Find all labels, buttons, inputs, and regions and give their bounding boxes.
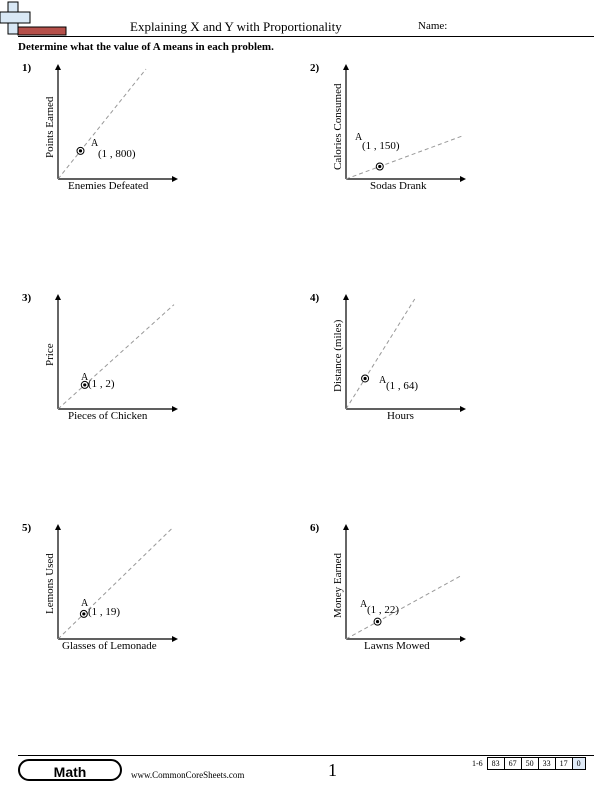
point-name: A	[360, 599, 368, 610]
proportional-graph	[55, 294, 178, 412]
x-axis-label: Sodas Drank	[370, 180, 427, 192]
y-axis-arrow-icon	[55, 64, 61, 70]
point-name: A	[91, 138, 99, 149]
point-coordinates: (1 , 19)	[88, 606, 121, 618]
point-name: A	[379, 375, 387, 386]
point-name: A	[355, 132, 363, 143]
point-a-dot	[375, 620, 380, 624]
score-cell: 0	[571, 757, 586, 770]
score-cell: 33	[537, 757, 556, 770]
footer-divider	[18, 755, 594, 756]
proportional-graph	[343, 294, 466, 412]
proportional-line	[345, 574, 463, 640]
worksheet-title: Explaining X and Y with Proportionality	[130, 19, 342, 34]
page-number: 1	[328, 760, 337, 780]
proportional-graph	[343, 64, 466, 182]
x-axis-arrow-icon	[172, 636, 178, 642]
x-axis-arrow-icon	[172, 176, 178, 182]
problem-number: 1)	[22, 62, 32, 74]
point-name: A	[81, 598, 89, 609]
subject-badge: Math	[18, 759, 122, 781]
y-axis-label: Distance (miles)	[332, 319, 344, 392]
x-axis-arrow-icon	[460, 636, 466, 642]
proportional-line	[345, 298, 416, 410]
problem-4: 4) Distance (miles) Hours A (1 , 64)	[310, 292, 530, 452]
x-axis-label: Pieces of Chicken	[68, 410, 148, 422]
problem-5: 5) Lemons Used Glasses of Lemonade A (1 …	[22, 522, 242, 682]
point-a-dot	[83, 383, 87, 387]
proportional-graph	[55, 64, 178, 182]
y-axis-label: Lemons Used	[44, 553, 56, 614]
point-coordinates: (1 , 2)	[88, 378, 115, 390]
y-axis-label: Calories Consumed	[332, 83, 344, 170]
proportional-graph	[55, 524, 178, 642]
problem-number: 6)	[310, 522, 320, 534]
name-label: Name:	[418, 20, 448, 32]
problem-number: 3)	[22, 292, 32, 304]
y-axis-arrow-icon	[55, 294, 61, 300]
score-cell: 50	[520, 757, 539, 770]
proportional-line	[57, 304, 175, 410]
point-coordinates: (1 , 800)	[98, 148, 136, 160]
score-cell: 17	[554, 757, 573, 770]
score-cell: 83	[486, 757, 505, 770]
header-divider	[18, 36, 594, 37]
score-table: 1-6 83 67 50 33 17 0	[468, 757, 586, 770]
proportional-line	[57, 528, 172, 640]
y-axis-arrow-icon	[343, 64, 349, 70]
x-axis-label: Enemies Defeated	[68, 180, 149, 192]
point-a-dot	[78, 149, 83, 153]
y-axis-label: Money Earned	[332, 552, 344, 618]
point-a-dot	[378, 164, 382, 169]
point-a-dot	[82, 612, 86, 616]
problem-number: 2)	[310, 62, 320, 74]
proportional-graph	[343, 524, 466, 642]
instructions: Determine what the value of A means in e…	[18, 41, 274, 53]
plus-logo-icon	[0, 1, 67, 36]
y-axis-arrow-icon	[343, 294, 349, 300]
point-a-dot	[363, 376, 367, 381]
proportional-line	[57, 68, 147, 180]
y-axis-label: Points Earned	[44, 96, 56, 158]
point-coordinates: (1 , 150)	[362, 140, 400, 152]
x-axis-arrow-icon	[460, 406, 466, 412]
y-axis-label: Price	[44, 343, 56, 366]
y-axis-arrow-icon	[55, 524, 61, 530]
point-coordinates: (1 , 22)	[367, 604, 400, 616]
x-axis-label: Lawns Mowed	[364, 640, 430, 652]
point-coordinates: (1 , 64)	[386, 380, 419, 392]
x-axis-arrow-icon	[172, 406, 178, 412]
x-axis-label: Glasses of Lemonade	[62, 640, 157, 652]
problem-number: 4)	[310, 292, 320, 304]
score-range: 1-6	[472, 759, 483, 768]
problem-3: 3) Price Pieces of Chicken A (1 , 2)	[22, 292, 242, 452]
x-axis-label: Hours	[387, 410, 414, 422]
problem-1: 1) Points Earned Enemies Defeated A (1 ,…	[22, 62, 242, 222]
score-cell: 67	[503, 757, 522, 770]
x-axis-arrow-icon	[460, 176, 466, 182]
website-link[interactable]: www.CommonCoreSheets.com	[131, 770, 245, 780]
point-name: A	[81, 372, 89, 383]
y-axis-arrow-icon	[343, 524, 349, 530]
problem-2: 2) Calories Consumed Sodas Drank A (1 , …	[310, 62, 530, 222]
problem-6: 6) Money Earned Lawns Mowed A (1 , 22)	[310, 522, 530, 682]
problem-number: 5)	[22, 522, 32, 534]
